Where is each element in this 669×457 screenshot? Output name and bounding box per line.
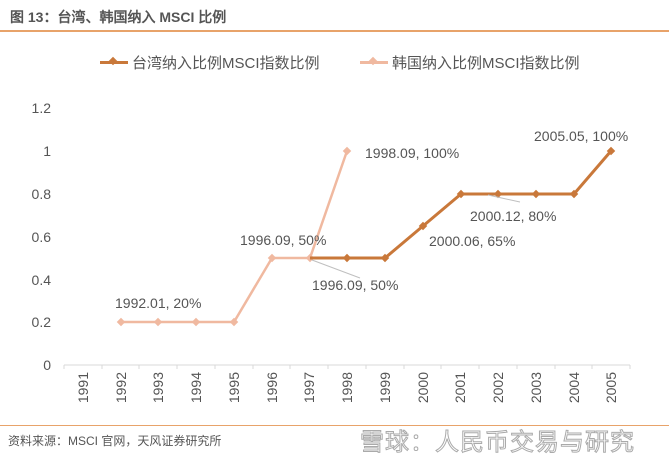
chart-legend: 台湾纳入比例MSCI指数比例 韩国纳入比例MSCI指数比例 [0,50,669,74]
x-tick-label: 2005 [603,372,619,403]
annotation-taiwan-1996: 1996.09, 50% [312,277,398,293]
series-taiwan [310,146,616,263]
x-tick-label: 1997 [301,372,317,403]
x-axis: 1991 1992 1993 1994 1995 1996 1997 1998 … [75,372,619,403]
x-tick-label: 2000 [415,372,431,403]
y-tick-label: 1.2 [32,100,52,116]
y-tick-label: 0.6 [32,229,52,245]
x-tick-label: 1998 [339,372,355,403]
x-tick-label: 2002 [490,372,506,403]
footer-divider [0,425,669,426]
y-tick-label: 0.2 [32,314,52,330]
x-tick-label: 1992 [113,372,129,403]
source-note: 资料来源：MSCI 官网，天风证券研究所 [8,434,222,448]
x-tick-label: 2004 [566,372,582,403]
x-tick-label: 1991 [75,372,91,403]
x-tick-label: 1996 [264,372,280,403]
y-tick-label: 1 [43,143,51,159]
title-divider [0,30,669,32]
annotation-korea-1992: 1992.01, 20% [115,295,201,311]
annotation-leaders [311,194,521,279]
x-tick-label: 1999 [377,372,393,403]
watermark: 雪球：人民币交易与研究 [360,429,635,457]
annotation-korea-1996: 1996.09, 50% [240,232,326,248]
annotation-taiwan-2005: 2005.05, 100% [534,128,628,144]
annotation-taiwan-2000-12: 2000.12, 80% [470,208,556,224]
annotation-korea-1998: 1998.09, 100% [365,145,459,161]
legend-item-taiwan: 台湾纳入比例MSCI指数比例 [100,50,320,74]
data-annotations: 1992.01, 20% 1996.09, 50% 1998.09, 100% … [115,128,628,311]
legend-label-korea: 韩国纳入比例MSCI指数比例 [392,54,580,72]
legend-label-taiwan: 台湾纳入比例MSCI指数比例 [132,54,320,72]
y-tick-label: 0 [43,357,51,373]
x-tick-label: 1993 [150,372,166,403]
figure-header: 图 13：台湾、韩国纳入 MSCI 比例 [0,0,669,32]
legend-swatch-taiwan-icon [100,56,128,65]
x-tick-label: 2003 [528,372,544,403]
legend-item-korea: 韩国纳入比例MSCI指数比例 [360,50,580,74]
annotation-taiwan-2000-06: 2000.06, 65% [429,233,515,249]
y-axis: 0 0.2 0.4 0.6 0.8 1 1.2 [32,100,52,373]
x-tick-label: 2001 [452,372,468,403]
y-tick-label: 0.8 [32,186,52,202]
x-axis-ticks [63,365,631,369]
figure-title: 图 13：台湾、韩国纳入 MSCI 比例 [10,9,227,25]
line-chart: 0 0.2 0.4 0.6 0.8 1 1.2 1991 1992 1993 1… [32,100,631,403]
x-tick-label: 1995 [226,372,242,403]
x-tick-label: 1994 [188,372,204,403]
y-tick-label: 0.4 [32,272,52,288]
legend-swatch-korea-icon [360,56,388,65]
